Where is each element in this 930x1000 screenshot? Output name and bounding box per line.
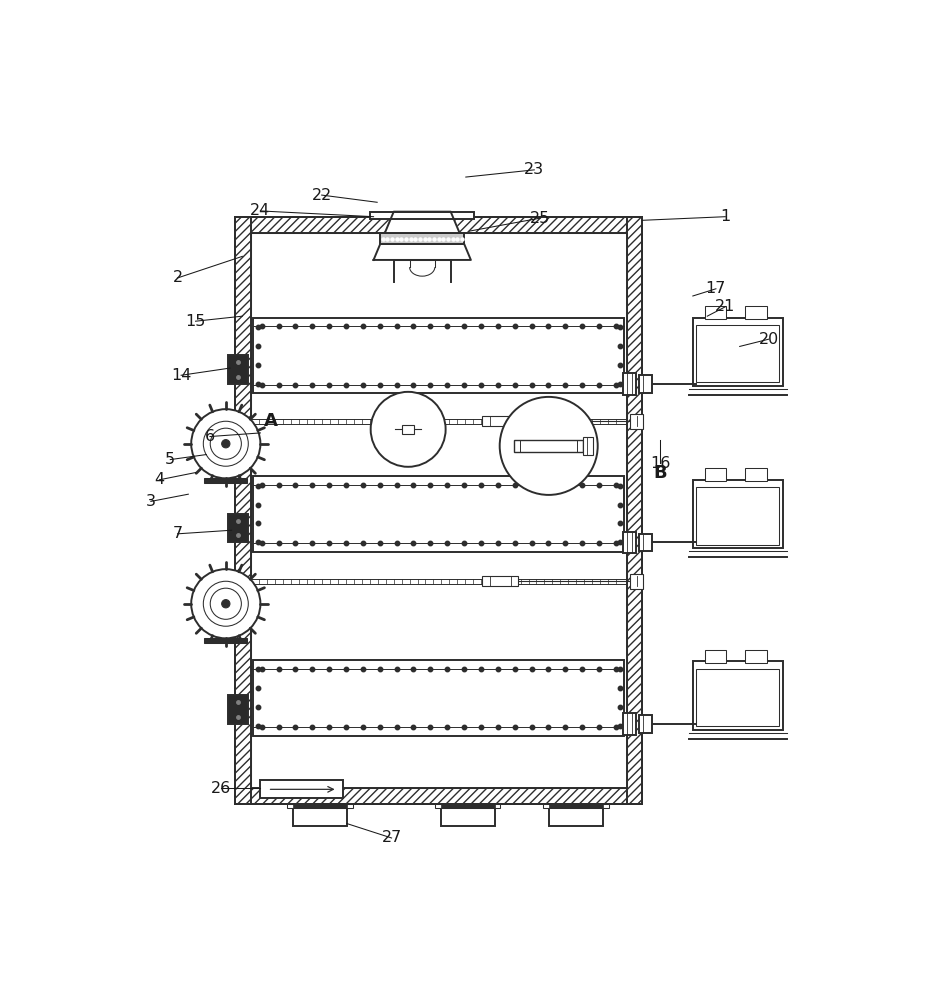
Bar [623, 713, 636, 735]
Text: 21: 21 [715, 299, 736, 314]
Text: 4: 4 [154, 472, 165, 487]
Bar [693, 480, 783, 548]
Text: 3: 3 [146, 494, 156, 509]
Text: 15: 15 [185, 314, 206, 329]
Text: 17: 17 [706, 281, 726, 296]
Bar [293, 804, 347, 826]
Bar [705, 306, 726, 319]
Text: 16: 16 [650, 456, 671, 471]
Bar [205, 638, 247, 643]
Bar [483, 576, 518, 586]
Bar [693, 318, 783, 386]
Bar [251, 233, 627, 788]
Text: 25: 25 [530, 211, 551, 226]
Text: 24: 24 [250, 203, 271, 218]
Bar [287, 804, 352, 808]
Bar [235, 217, 251, 804]
Bar [631, 414, 644, 429]
Bar [697, 487, 779, 545]
Bar [631, 574, 644, 589]
Polygon shape [374, 212, 471, 260]
Bar [370, 212, 474, 219]
Bar [745, 468, 766, 481]
Text: 1: 1 [720, 209, 730, 224]
Bar [228, 695, 248, 724]
Bar [627, 217, 643, 804]
Circle shape [204, 421, 248, 466]
Bar [745, 650, 766, 663]
Circle shape [499, 397, 598, 495]
Bar [483, 416, 518, 426]
Bar [260, 780, 343, 798]
Text: 6: 6 [205, 429, 215, 444]
Bar [253, 660, 624, 736]
Circle shape [192, 409, 260, 478]
Circle shape [210, 588, 242, 619]
Bar [639, 715, 652, 733]
Bar [235, 217, 643, 233]
Bar [623, 373, 636, 395]
Text: 14: 14 [171, 368, 192, 383]
Text: 26: 26 [210, 781, 231, 796]
Text: 20: 20 [758, 332, 778, 347]
Bar [441, 804, 495, 808]
Bar [549, 804, 603, 808]
Bar [441, 804, 495, 826]
Bar [514, 440, 582, 452]
Bar [253, 476, 624, 552]
Bar [705, 650, 726, 663]
Text: 7: 7 [172, 526, 182, 541]
Circle shape [371, 392, 445, 467]
Circle shape [192, 569, 260, 638]
Bar [582, 437, 592, 455]
Text: 2: 2 [172, 270, 182, 285]
Bar [228, 514, 248, 542]
Bar [639, 375, 652, 393]
Text: A: A [264, 412, 278, 430]
Bar [543, 804, 608, 808]
Circle shape [204, 581, 248, 626]
Bar [693, 661, 783, 730]
Bar [205, 478, 247, 483]
Circle shape [221, 440, 230, 448]
Bar [705, 468, 726, 481]
Bar [228, 355, 248, 384]
Bar [697, 325, 779, 382]
Text: B: B [654, 464, 667, 482]
Bar [253, 318, 624, 393]
Bar [697, 669, 779, 726]
Bar [639, 534, 652, 551]
Text: 27: 27 [381, 830, 402, 845]
Bar [745, 306, 766, 319]
Text: 22: 22 [312, 188, 332, 203]
Bar [380, 233, 464, 244]
Bar [235, 788, 643, 804]
Bar [435, 804, 500, 808]
Text: 23: 23 [525, 162, 544, 177]
Bar [235, 217, 643, 804]
Text: 5: 5 [166, 452, 176, 467]
Circle shape [210, 428, 242, 459]
Bar [623, 532, 636, 553]
Bar [549, 804, 603, 826]
Bar [293, 804, 347, 808]
Bar [403, 425, 414, 434]
Circle shape [221, 600, 230, 608]
